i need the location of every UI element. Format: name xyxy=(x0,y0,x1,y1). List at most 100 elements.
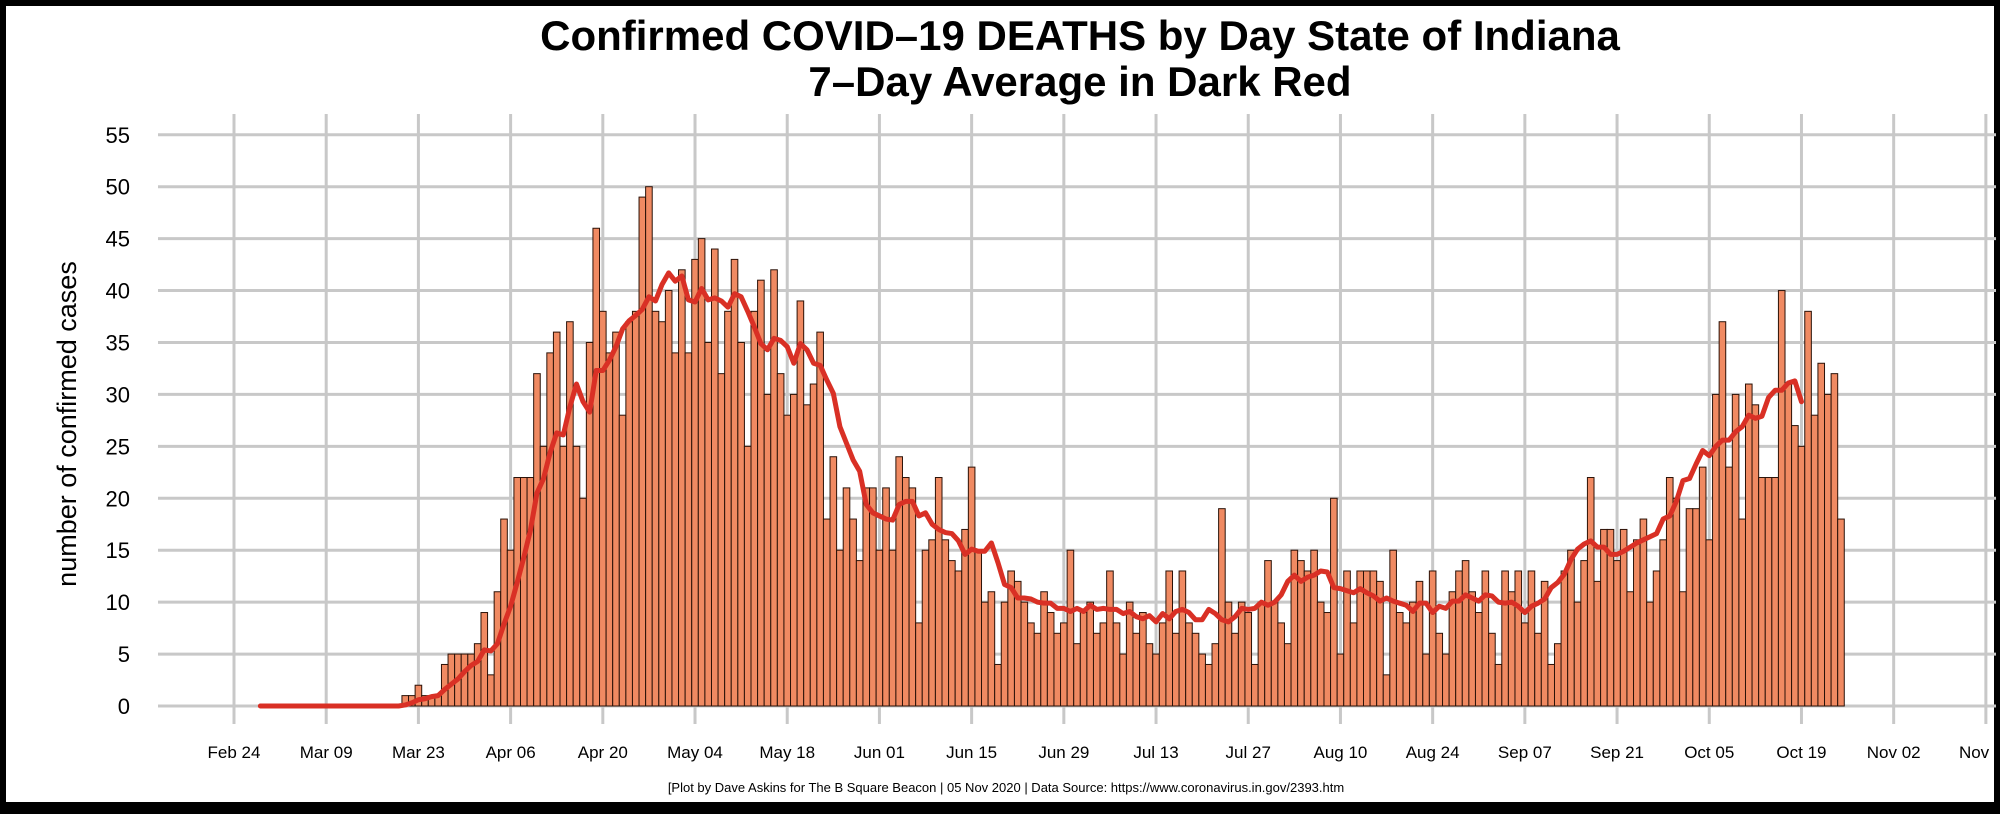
daily-death-bar xyxy=(1211,643,1220,707)
daily-death-bar xyxy=(1481,570,1490,707)
daily-death-bar xyxy=(605,352,614,707)
daily-death-bar xyxy=(869,487,877,707)
daily-death-bar xyxy=(1784,383,1793,707)
daily-death-bar xyxy=(1586,477,1595,707)
daily-death-bar xyxy=(1448,591,1457,707)
daily-death-bar xyxy=(1369,570,1378,707)
daily-death-bar xyxy=(559,445,568,707)
daily-death-bar xyxy=(1165,570,1174,707)
daily-death-bar xyxy=(1659,539,1667,707)
daily-death-bar xyxy=(612,331,620,707)
daily-death-bar xyxy=(1099,622,1108,707)
daily-death-bar xyxy=(1725,466,1733,707)
daily-death-bar xyxy=(684,352,693,707)
daily-death-bar xyxy=(546,352,554,707)
daily-death-bar xyxy=(1349,622,1358,707)
daily-death-bar xyxy=(1172,632,1180,707)
daily-death-bar xyxy=(691,258,699,707)
daily-death-bar xyxy=(895,456,903,707)
daily-death-bar xyxy=(763,393,772,707)
daily-death-bar xyxy=(1455,570,1463,707)
daily-death-bar xyxy=(770,269,778,707)
daily-death-bar xyxy=(1738,518,1746,707)
y-tick-label: 30 xyxy=(106,382,130,407)
daily-death-bar xyxy=(822,518,831,707)
daily-death-bar xyxy=(921,549,930,707)
daily-death-bar xyxy=(1534,632,1542,707)
daily-death-bar xyxy=(1303,570,1312,707)
daily-death-bar xyxy=(1626,591,1635,707)
daily-death-bar xyxy=(855,560,864,707)
seven-day-average-line xyxy=(257,270,1804,709)
daily-death-bar xyxy=(1679,591,1687,707)
daily-death-bar xyxy=(566,321,574,707)
y-tick-label: 25 xyxy=(106,434,130,459)
y-axis-ticks: 0 5 10 15 20 25 30 35 40 45 50 55 xyxy=(106,123,130,719)
daily-death-bar xyxy=(875,549,884,707)
y-axis-label: number of confirmed cases xyxy=(52,261,82,587)
daily-death-bar xyxy=(631,310,640,707)
daily-death-bar xyxy=(1402,622,1411,707)
daily-death-bar xyxy=(1731,393,1740,707)
x-tick-label: Aug 24 xyxy=(1406,743,1460,762)
daily-death-bar xyxy=(1033,632,1042,707)
daily-death-bar xyxy=(1336,653,1345,707)
y-tick-label: 5 xyxy=(118,642,130,667)
daily-death-bar xyxy=(1521,622,1529,707)
daily-death-bar xyxy=(1553,643,1562,707)
y-tick-label: 15 xyxy=(106,538,130,563)
daily-death-bar xyxy=(974,549,983,707)
x-tick-label: Feb 24 xyxy=(208,743,261,762)
daily-death-bar xyxy=(1092,632,1101,707)
y-tick-label: 55 xyxy=(106,123,130,148)
x-tick-label: May 04 xyxy=(667,743,723,762)
x-tick-label: Nov 02 xyxy=(1867,743,1921,762)
daily-death-bar xyxy=(1389,549,1397,707)
daily-death-bar xyxy=(1613,560,1621,707)
daily-death-bar xyxy=(1468,591,1476,707)
daily-death-bar xyxy=(579,497,587,707)
daily-death-bar xyxy=(908,487,917,707)
x-tick-label: Apr 06 xyxy=(486,743,536,762)
daily-death-bar xyxy=(842,487,851,707)
x-axis-ticks: Feb 24 Mar 09 Mar 23 Apr 06 Apr 20 May 04 May … xyxy=(208,743,2000,762)
daily-death-bar xyxy=(592,227,601,707)
y-tick-label: 45 xyxy=(106,227,130,252)
daily-death-bar xyxy=(1145,643,1154,707)
daily-death-bar xyxy=(1106,570,1114,707)
daily-death-bar xyxy=(1316,601,1325,707)
daily-death-bar xyxy=(1079,612,1088,707)
x-tick-label: Jun 29 xyxy=(1038,743,1089,762)
daily-death-bar xyxy=(1744,383,1753,707)
daily-death-bar xyxy=(901,477,910,707)
daily-death-bar xyxy=(1409,601,1417,707)
daily-death-bar xyxy=(460,653,469,707)
y-tick-label: 35 xyxy=(106,330,130,355)
y-tick-label: 40 xyxy=(106,279,130,304)
daily-death-bar xyxy=(651,310,660,707)
x-tick-label: Apr 20 xyxy=(578,743,628,762)
daily-death-bar xyxy=(552,331,561,707)
daily-death-bar xyxy=(638,196,647,707)
daily-death-bar xyxy=(1764,477,1773,707)
daily-death-bar xyxy=(1283,643,1292,707)
x-tick-label: Oct 05 xyxy=(1684,743,1734,762)
daily-death-bar xyxy=(1501,570,1509,707)
daily-death-bar xyxy=(1777,290,1786,707)
daily-death-bar xyxy=(664,290,673,707)
daily-death-bar xyxy=(1593,580,1602,707)
daily-death-bar xyxy=(1112,622,1121,707)
daily-death-bar xyxy=(1771,477,1779,707)
daily-death-bar xyxy=(1837,518,1845,707)
daily-death-bar xyxy=(1066,549,1075,707)
daily-death-bar xyxy=(1323,612,1332,707)
daily-death-bar xyxy=(790,393,798,707)
daily-death-bar xyxy=(1619,528,1628,707)
daily-death-bar xyxy=(1639,518,1648,707)
daily-death-bar xyxy=(1132,632,1141,707)
daily-death-bar xyxy=(671,352,680,707)
daily-death-bar xyxy=(1000,601,1009,707)
daily-death-bar xyxy=(750,310,759,707)
daily-death-bar xyxy=(618,414,627,707)
daily-death-bar xyxy=(1474,612,1483,707)
